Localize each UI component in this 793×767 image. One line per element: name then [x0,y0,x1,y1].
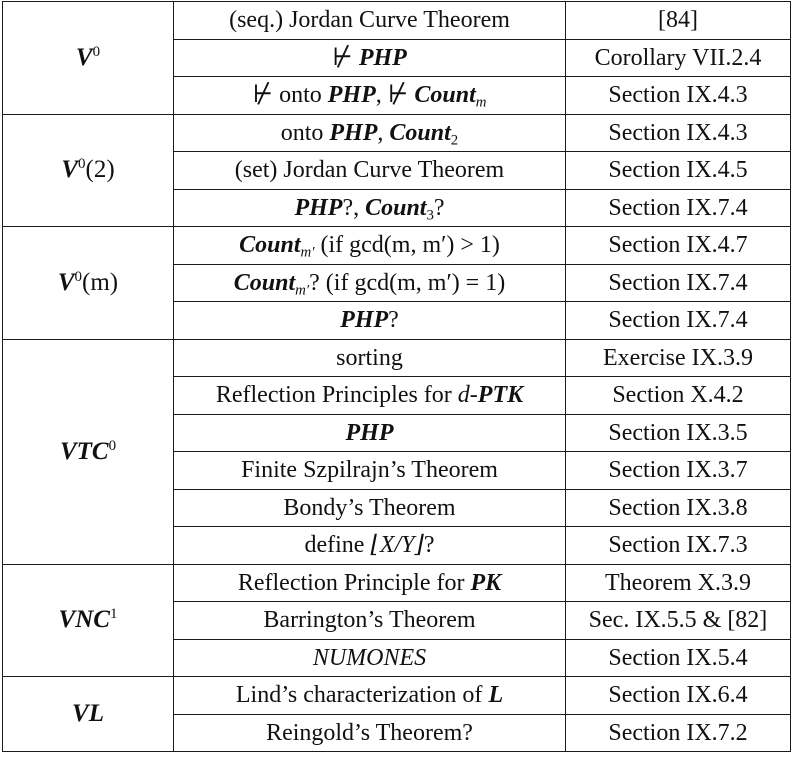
statement-cell: PHP?, Count3? [173,188,566,227]
table-row: Reingold’s Theorem? Section IX.7.2 [3,713,791,752]
theorem-table: V0 (seq.) Jordan Curve Theorem [84] ⊬ PH… [2,1,791,752]
statement-cell: Finite Szpilrajn’s Theorem [173,451,566,490]
not-provable-symbol: ⊬ [332,44,353,71]
theory-cell-v0-2: V0(2) [2,113,174,227]
reference-cell: Exercise IX.3.9 [565,338,791,377]
reference-cell: Section X.4.2 [565,376,791,415]
reference-cell: Section IX.7.3 [565,526,791,565]
table-row: V0 (seq.) Jordan Curve Theorem [84] [2,1,791,115]
statement-cell: ⊬ PHP [173,38,566,77]
theory-cell-v0: V0 [2,1,174,115]
table-row: Finite Szpilrajn’s Theorem Section IX.3.… [3,451,791,490]
reference-cell: Section IX.4.3 [565,76,791,115]
statement-cell: NUMONES [173,638,566,677]
theory-cell-vnc1: VNC1 [2,563,174,677]
reference-cell: Corollary VII.2.4 [565,38,791,77]
table-row: PHP?, Count3? Section IX.7.4 [3,188,791,227]
reference-cell: Theorem X.3.9 [565,563,791,602]
reference-cell: Section IX.3.8 [565,488,791,527]
statement-cell: (seq.) Jordan Curve Theorem [173,1,566,40]
table-row: ⊬ onto PHP, ⊬ Countm Section IX.4.3 [3,76,791,115]
statement-cell: Reingold’s Theorem? [173,713,566,752]
table-row: ⊬ PHP Corollary VII.2.4 [3,38,791,77]
table-row: NUMONES Section IX.5.4 [3,638,791,677]
statement-cell: Reflection Principle for PK [173,563,566,602]
reference-cell: Section IX.7.2 [565,713,791,752]
statement-cell: sorting [173,338,566,377]
statement-cell: Countm′? (if gcd(m, m′) = 1) [173,263,566,302]
reference-cell: Section IX.5.4 [565,638,791,677]
table-row: define ⌊X/Y⌋? Section IX.7.3 [3,526,791,565]
table-row: (set) Jordan Curve Theorem Section IX.4.… [3,151,791,190]
table-row: VNC1 Reflection Principle for PK Theorem… [2,563,791,677]
reference-cell: Section IX.3.7 [565,451,791,490]
not-provable-symbol: ⊬ [252,82,274,109]
table-row: V0(2) onto PHP, Count2 Section IX.4.3 [2,113,791,227]
table-row: Countm′? (if gcd(m, m′) = 1) Section IX.… [3,263,791,302]
reference-cell: Section IX.4.5 [565,151,791,190]
reference-cell: Sec. IX.5.5 & [82] [565,601,791,640]
reference-cell: Section IX.7.4 [565,188,791,227]
statement-cell: Barrington’s Theorem [173,601,566,640]
statement-cell: Lind’s characterization of L [173,676,566,715]
reference-cell: Section IX.4.3 [565,113,791,152]
statement-cell: onto PHP, Count2 [173,113,566,152]
reference-cell: Section IX.4.7 [565,226,791,265]
statement-cell: Reflection Principles for d-PTK [173,376,566,415]
statement-cell: ⊬ onto PHP, ⊬ Countm [173,76,566,115]
table-row: PHP? Section IX.7.4 [3,301,791,340]
reference-cell: Section IX.7.4 [565,301,791,340]
statement-cell: define ⌊X/Y⌋? [173,526,566,565]
reference-cell: Section IX.6.4 [565,676,791,715]
not-provable-symbol: ⊬ [387,82,409,109]
statement-cell: PHP [173,413,566,452]
table-row: Bondy’s Theorem Section IX.3.8 [3,488,791,527]
statement-cell: (set) Jordan Curve Theorem [173,151,566,190]
reference-cell: Section IX.7.4 [565,263,791,302]
statement-cell: PHP? [173,301,566,340]
statement-cell: Countm′ (if gcd(m, m′) > 1) [173,226,566,265]
table-row: Barrington’s Theorem Sec. IX.5.5 & [82] [3,601,791,640]
table-row: VTC0 sorting Exercise IX.3.9 [2,338,791,565]
theory-cell-v0-m: V0(m) [2,226,174,340]
theory-cell-vtc0: VTC0 [2,338,174,565]
table-row: VL Lind’s characterization of L Section … [2,676,791,752]
reference-cell: Section IX.3.5 [565,413,791,452]
statement-cell: Bondy’s Theorem [173,488,566,527]
table-row: V0(m) Countm′ (if gcd(m, m′) > 1) Sectio… [2,226,791,340]
reference-cell: [84] [565,1,791,40]
theory-cell-vl: VL [2,676,174,752]
